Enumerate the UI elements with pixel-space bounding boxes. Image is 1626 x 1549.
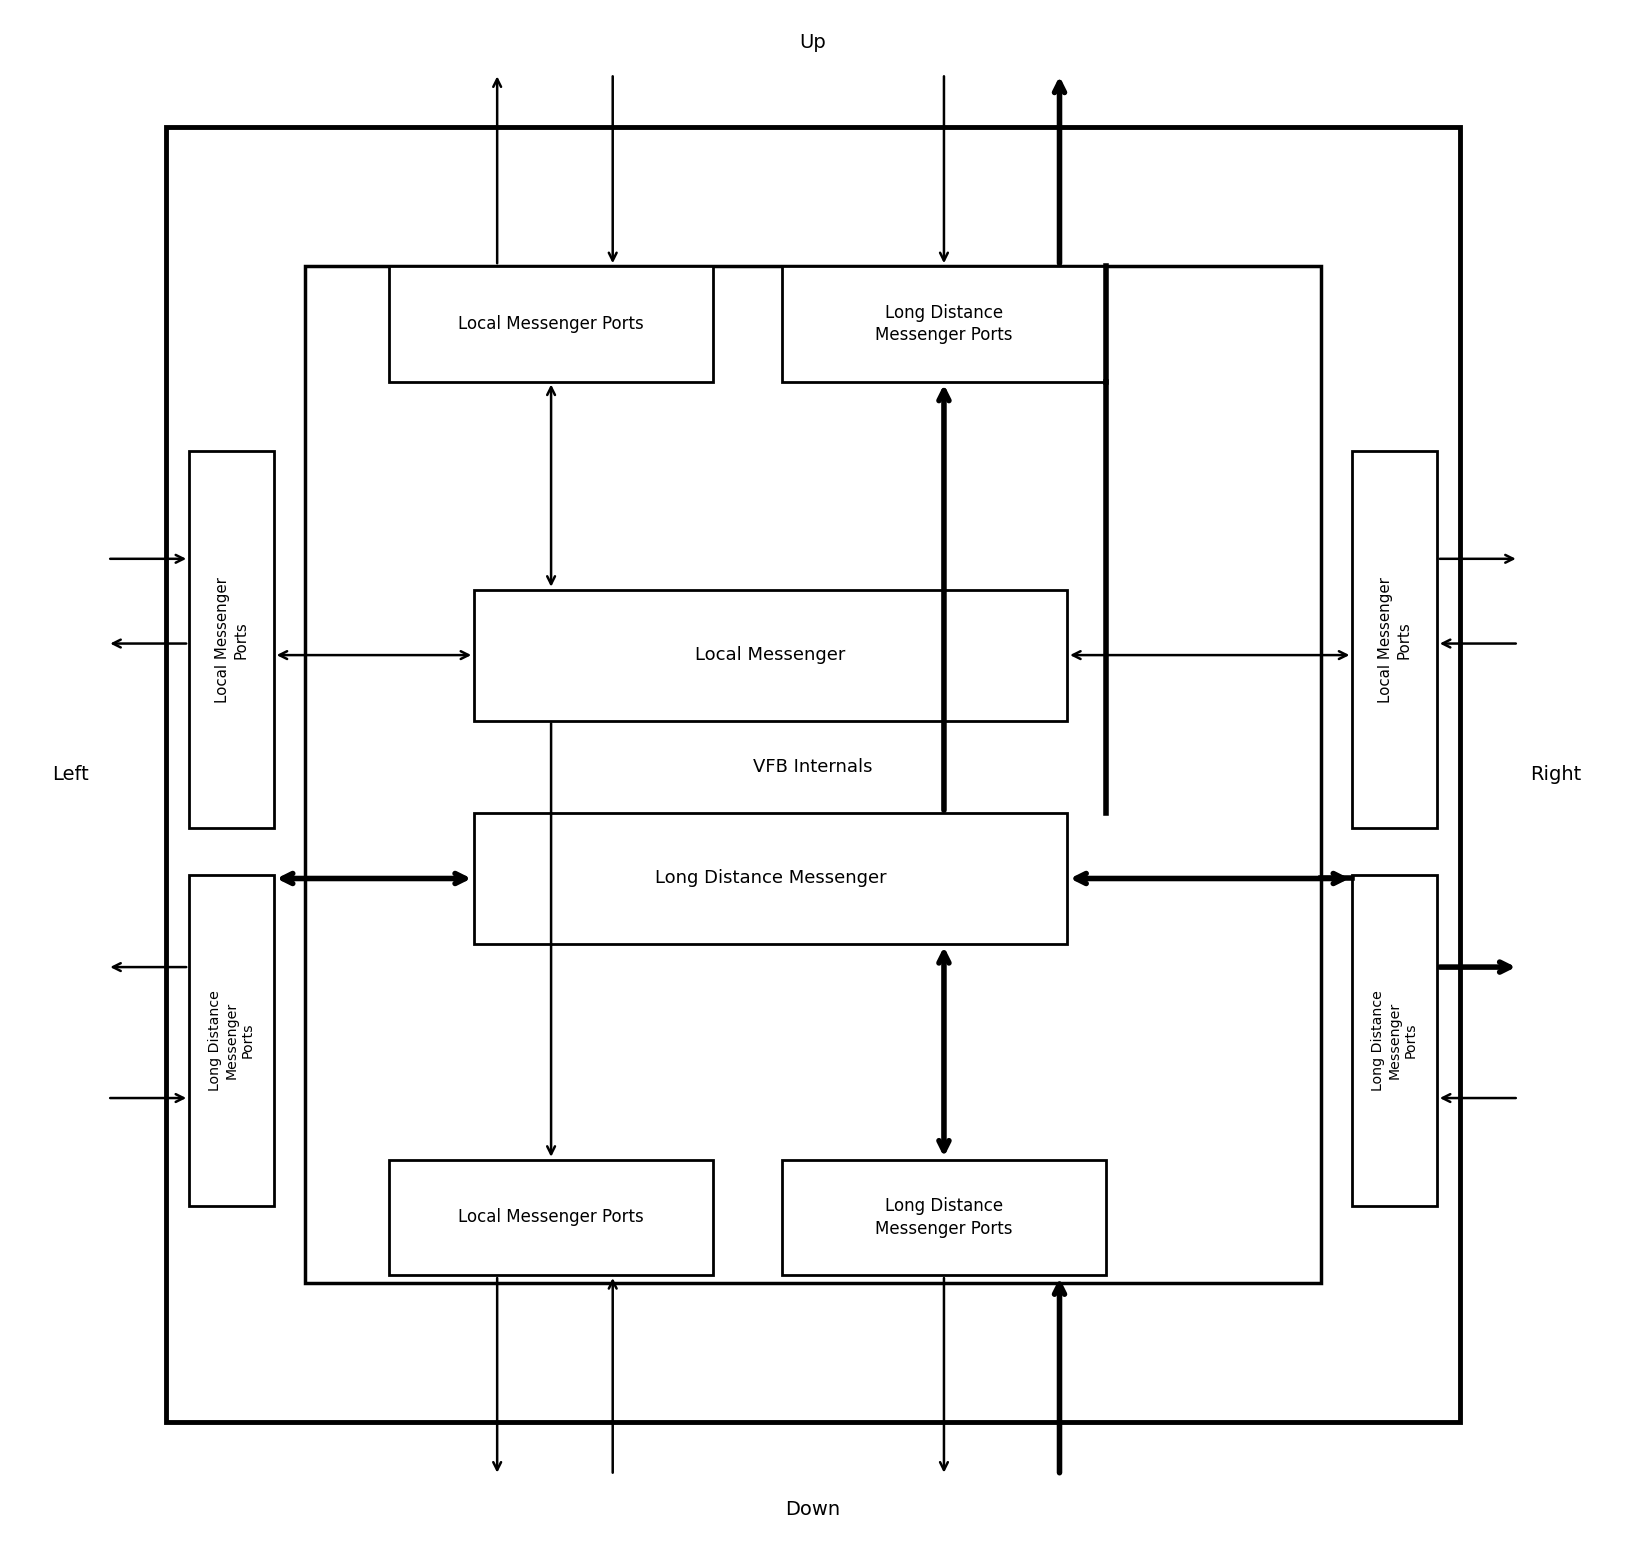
Bar xyxy=(1353,451,1437,829)
Bar xyxy=(475,813,1067,943)
Bar xyxy=(166,127,1460,1422)
Text: Local Messenger
Ports: Local Messenger Ports xyxy=(215,576,249,703)
Text: Local Messenger
Ports: Local Messenger Ports xyxy=(1377,576,1411,703)
Bar xyxy=(475,590,1067,720)
Bar xyxy=(1353,875,1437,1205)
Bar xyxy=(304,266,1322,1283)
Bar xyxy=(389,1160,712,1275)
Text: Long Distance
Messenger Ports: Long Distance Messenger Ports xyxy=(875,1197,1013,1238)
Text: Right: Right xyxy=(1530,765,1580,784)
Text: Up: Up xyxy=(800,33,826,53)
Text: Local Messenger Ports: Local Messenger Ports xyxy=(459,314,644,333)
Text: VFB Internals: VFB Internals xyxy=(753,757,873,776)
Bar xyxy=(782,266,1106,381)
Text: Local Messenger: Local Messenger xyxy=(696,646,846,665)
Text: Left: Left xyxy=(52,765,89,784)
Text: Long Distance
Messenger Ports: Long Distance Messenger Ports xyxy=(875,304,1013,344)
Bar xyxy=(782,1160,1106,1275)
Text: Local Messenger Ports: Local Messenger Ports xyxy=(459,1208,644,1227)
Bar xyxy=(389,266,712,381)
Bar xyxy=(189,451,273,829)
Bar xyxy=(189,875,273,1205)
Text: Long Distance Messenger: Long Distance Messenger xyxy=(655,869,886,888)
Text: Down: Down xyxy=(785,1499,841,1520)
Text: Long Distance
Messenger
Ports: Long Distance Messenger Ports xyxy=(208,990,255,1090)
Text: Long Distance
Messenger
Ports: Long Distance Messenger Ports xyxy=(1371,990,1418,1090)
